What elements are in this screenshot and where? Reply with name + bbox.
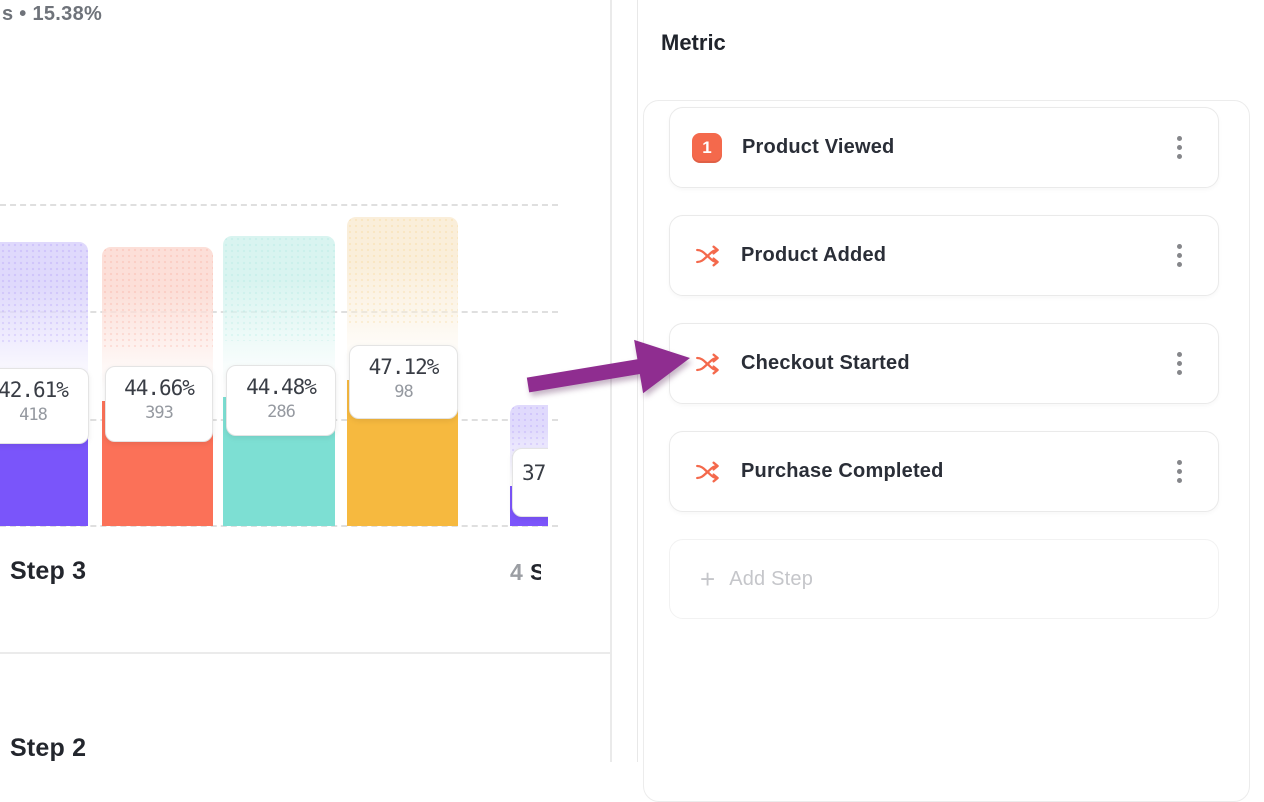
shuffle-icon xyxy=(694,459,721,485)
step-label: Product Added xyxy=(741,244,887,266)
add-step-label: Add Step xyxy=(729,567,814,590)
step-label: Checkout Started xyxy=(741,352,910,374)
add-step-button[interactable]: + Add Step xyxy=(669,539,1219,619)
gridline-baseline xyxy=(0,525,558,527)
truncated-header-stat: s • 15.38% xyxy=(2,3,103,25)
step-menu-button[interactable] xyxy=(1173,240,1186,271)
shuffle-icon xyxy=(694,243,721,269)
bar-value-label: 44.48% 286 xyxy=(226,365,336,436)
step-count-text: Steps xyxy=(530,559,541,585)
step-menu-button[interactable] xyxy=(1173,456,1186,487)
step-group-label-clipped: 4 Steps xyxy=(510,559,541,586)
bar-value-label: 42.61% 418 xyxy=(0,368,89,444)
conversion-pct: 44.66% xyxy=(124,376,195,400)
next-section-label: Step 2 xyxy=(10,734,87,762)
panel-heading: Metric xyxy=(661,30,726,55)
step-menu-button[interactable] xyxy=(1173,348,1186,379)
conversion-pct: 37 xyxy=(522,461,546,485)
section-divider xyxy=(0,652,611,654)
funnel-step-purchase-completed[interactable]: Purchase Completed xyxy=(669,431,1219,512)
step-count: 4 xyxy=(510,559,523,585)
conversion-count: 418 xyxy=(19,405,48,425)
funnel-step-checkout-started[interactable]: Checkout Started xyxy=(669,323,1219,404)
plus-icon: + xyxy=(700,564,716,594)
conversion-count: 98 xyxy=(394,382,413,402)
metric-panel: Metric Product Viewed through Purchas...… xyxy=(637,0,1264,802)
conversion-pct: 47.12% xyxy=(368,355,440,379)
conversion-pct: 42.61% xyxy=(0,378,69,402)
shuffle-icon xyxy=(694,351,721,377)
funnel-step-product-viewed[interactable]: 1 Product Viewed xyxy=(669,107,1219,188)
conversion-count: 286 xyxy=(267,402,296,422)
gridline xyxy=(0,204,558,206)
step-label: Product Viewed xyxy=(742,136,895,158)
step-menu-button[interactable] xyxy=(1173,132,1186,163)
funnel-step-product-added[interactable]: Product Added xyxy=(669,215,1219,296)
bar-value-label: 47.12% 98 xyxy=(349,345,458,419)
funnel-plot: 42.61% 418 44.66% 393 44.48% 286 47.12% … xyxy=(0,0,548,762)
bar-value-label: 44.66% 393 xyxy=(105,366,213,442)
panel-divider xyxy=(610,0,612,762)
conversion-count: 393 xyxy=(145,403,174,423)
conversion-pct: 44.48% xyxy=(246,375,317,399)
step-label: Purchase Completed xyxy=(741,460,944,482)
bar-value-label-partial: 37 xyxy=(512,448,548,517)
step-group-label: Step 3 xyxy=(10,557,87,585)
step-number-badge: 1 xyxy=(692,132,722,163)
